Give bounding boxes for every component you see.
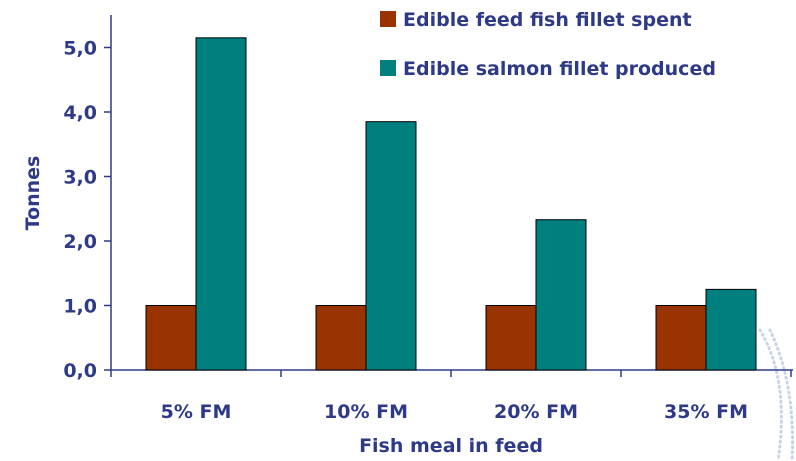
legend-swatch-feed-fish xyxy=(380,11,396,27)
x-category-label: 10% FM xyxy=(324,401,408,423)
x-category-label: 20% FM xyxy=(494,401,578,423)
legend: Edible feed fish fillet spent Edible sal… xyxy=(380,9,716,80)
x-axis-title: Fish meal in feed xyxy=(359,435,543,457)
bar-salmon-fillet xyxy=(195,37,247,371)
x-category-label: 5% FM xyxy=(161,401,232,423)
bar-salmon-fillet xyxy=(535,219,587,371)
y-axis-title: Tonnes xyxy=(22,156,44,231)
legend-label-feed-fish: Edible feed fish fillet spent xyxy=(403,9,692,31)
y-axis-ticks: 0,0 1,0 2,0 3,0 4,0 5,0 xyxy=(63,38,111,382)
bar-feed-fish-fillet xyxy=(145,305,197,371)
decorative-dotted-curve xyxy=(758,328,794,461)
legend-swatch-salmon xyxy=(380,60,396,76)
bar-feed-fish-fillet xyxy=(655,305,707,371)
y-tick-label: 0,0 xyxy=(63,360,97,382)
y-tick-label: 3,0 xyxy=(63,167,97,189)
y-tick-label: 2,0 xyxy=(63,231,97,253)
y-tick-label: 4,0 xyxy=(63,102,97,124)
category-labels: 5% FM 10% FM 20% FM 35% FM xyxy=(161,401,748,423)
legend-label-salmon: Edible salmon fillet produced xyxy=(403,58,716,80)
x-category-label: 35% FM xyxy=(664,401,748,423)
bar-salmon-fillet xyxy=(705,288,757,371)
bar-feed-fish-fillet xyxy=(485,305,537,371)
bars xyxy=(145,37,757,371)
bar-feed-fish-fillet xyxy=(315,305,367,371)
x-axis-ticks xyxy=(110,370,792,377)
y-tick-label: 1,0 xyxy=(63,296,97,318)
y-tick-label: 5,0 xyxy=(63,38,97,60)
bar-salmon-fillet xyxy=(365,121,417,371)
